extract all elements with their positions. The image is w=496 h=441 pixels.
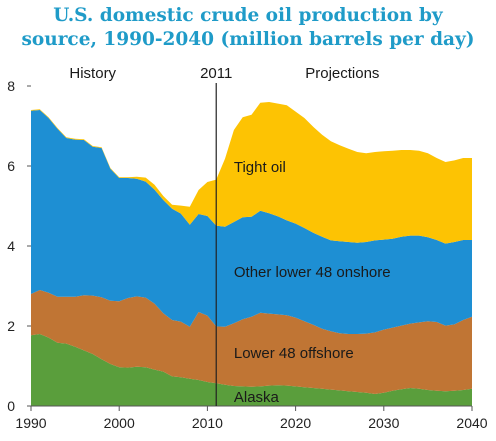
projections-label: Projections [305,65,379,82]
x-tick-label: 2000 [104,415,135,431]
y-tick-label: 6 [7,158,15,174]
onshore-label: Other lower 48 onshore [234,264,391,281]
x-tick-label: 1990 [15,415,46,431]
chart-annotations: History 2011 Projections Tight oil Other low… [69,65,390,406]
series-area-alaska [31,334,472,406]
y-tick-label: 4 [7,238,15,254]
x-tick-label: 2020 [280,415,311,431]
x-tick-label: 2040 [456,415,487,431]
series-area-other-lower-48-onshore [31,110,472,334]
stacked-areas [31,102,472,406]
x-tick-label: 2030 [368,415,399,431]
tight-oil-label: Tight oil [234,159,286,176]
alaska-label: Alaska [234,389,280,406]
offshore-label: Lower 48 offshore [234,345,354,362]
chart-title-line-1: U.S. domestic crude oil production by [53,5,443,26]
history-label: History [69,65,116,82]
chart-title: U.S. domestic crude oil production by so… [0,4,496,52]
divider-year-label: 2011 [200,65,232,82]
chart-axes: 0 2 4 6 8 1990 2000 2010 2020 2030 2040 [7,78,488,431]
series-area-lower-48-offshore [31,290,472,394]
y-tick-label: 0 [7,398,15,414]
y-tick-label: 2 [7,318,15,334]
chart-title-line-2: source, 1990-2040 (million barrels per d… [21,29,475,50]
y-tick-label: 8 [7,78,15,94]
series-area-tight-oil [31,102,472,244]
x-tick-label: 2010 [192,415,223,431]
